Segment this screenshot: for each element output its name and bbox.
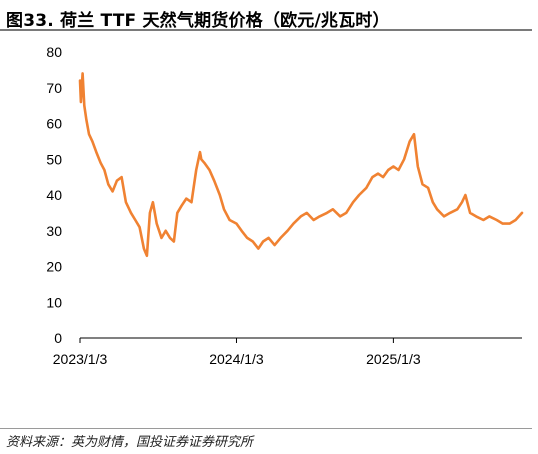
y-tick-label: 70 [46,80,62,96]
source-divider [0,428,532,429]
y-tick-label: 40 [46,187,62,203]
x-tick-label: 2024/1/3 [209,351,264,367]
y-tick-label: 80 [46,44,62,60]
chart-title: 图33. 荷兰 TTF 天然气期货价格（欧元/兆瓦时） [6,11,390,31]
x-axis: 2023/1/3 2024/1/3 2025/1/3 [53,337,522,367]
title-divider [0,29,532,31]
x-tick-label: 2023/1/3 [53,351,108,367]
y-tick-label: 0 [54,330,62,346]
y-axis: 0 10 20 30 40 50 60 70 80 [46,44,62,346]
series-layer [78,72,524,258]
y-tick-label: 30 [46,223,62,239]
y-tick-label: 20 [46,259,62,275]
source-note: 资料来源：英为财情，国投证券证券研究所 [6,435,254,450]
y-tick-label: 50 [46,151,62,167]
x-tick-label: 2025/1/3 [366,351,421,367]
y-tick-label: 10 [46,294,62,310]
y-tick-label: 60 [46,116,62,132]
series-line [78,72,524,258]
